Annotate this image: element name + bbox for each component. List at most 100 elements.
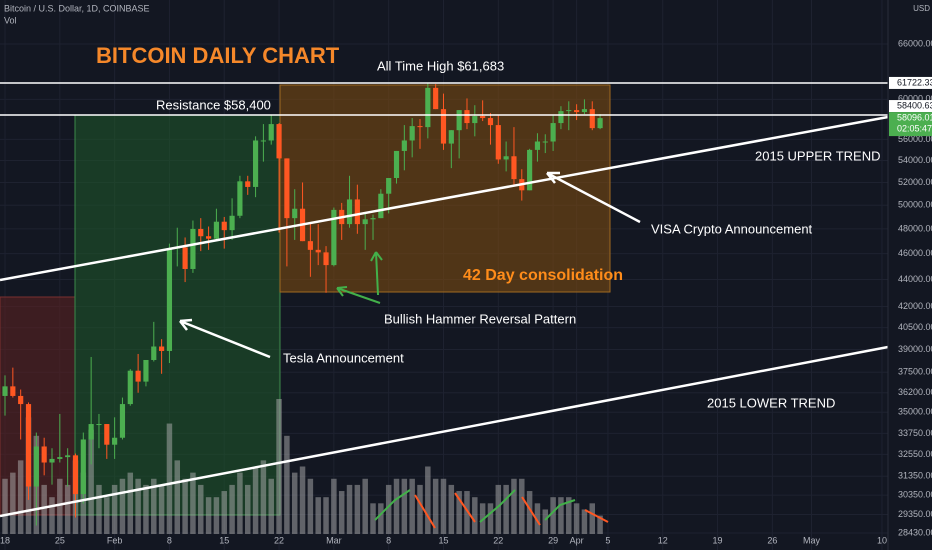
volume-bar bbox=[448, 484, 455, 534]
y-tick-label: 40500.00 bbox=[898, 322, 932, 332]
volume-bar bbox=[526, 491, 533, 534]
red-arrows bbox=[414, 492, 609, 529]
volume-arrow bbox=[584, 509, 609, 523]
volume-bar bbox=[57, 478, 63, 534]
volume-bar bbox=[534, 503, 541, 534]
x-tick-label: Feb bbox=[107, 535, 123, 545]
volume-bar bbox=[370, 503, 376, 534]
y-tick-label: 37500.00 bbox=[898, 367, 932, 377]
x-tick-label: 8 bbox=[386, 535, 391, 545]
x-tick-label: 29 bbox=[548, 535, 558, 545]
candle-body bbox=[448, 130, 454, 144]
volume-bar bbox=[401, 478, 408, 534]
candle-body bbox=[511, 156, 517, 180]
hammer-arrow bbox=[370, 251, 383, 296]
volume-bar bbox=[104, 497, 110, 534]
volume-bar bbox=[41, 484, 47, 534]
last-price-tag bbox=[889, 112, 932, 137]
x-tick-label: 25 bbox=[55, 535, 65, 545]
annotation-tesla: Tesla Announcement bbox=[283, 350, 404, 365]
volume-arrow bbox=[544, 499, 576, 521]
volume-bar bbox=[573, 503, 580, 534]
candle-body bbox=[127, 370, 133, 405]
y-tick-label: 48000.00 bbox=[898, 223, 932, 233]
countdown-label: 02:05:47 bbox=[897, 123, 932, 133]
volume-bar bbox=[205, 497, 212, 534]
volume-bar bbox=[135, 478, 141, 534]
candle-body bbox=[550, 123, 556, 142]
volume-bar bbox=[550, 497, 556, 534]
volume-bar bbox=[96, 484, 102, 534]
candle-body bbox=[362, 219, 368, 225]
candle-body bbox=[534, 141, 541, 150]
volume-bar bbox=[409, 478, 415, 534]
candle-body bbox=[574, 110, 580, 113]
annotation-consolidation: 42 Day consolidation bbox=[463, 267, 623, 284]
level-layer bbox=[0, 82, 888, 116]
volume-bar bbox=[354, 484, 361, 534]
volume-bar bbox=[237, 472, 243, 534]
candle-body bbox=[292, 208, 298, 219]
level-tag-label: 61722.33 bbox=[897, 77, 932, 87]
volume-bar bbox=[472, 497, 478, 534]
lower-trend-line bbox=[0, 345, 889, 518]
volume-bar bbox=[511, 478, 517, 534]
volume-arrow bbox=[454, 492, 476, 523]
visa-arrow bbox=[546, 171, 641, 224]
x-tick-label: 12 bbox=[658, 535, 668, 545]
annotation-resistance: Resistance $58,400 bbox=[156, 97, 271, 112]
volume-bar bbox=[49, 497, 55, 534]
volume-bar bbox=[542, 509, 549, 534]
volume-bar bbox=[88, 429, 94, 534]
volume-bar bbox=[174, 460, 181, 534]
volume-bar bbox=[566, 497, 572, 534]
candle-body bbox=[245, 181, 251, 187]
annotation-lower: 2015 LOWER TREND bbox=[707, 395, 835, 410]
volume-bar bbox=[111, 484, 118, 534]
annotation-hammer: Bullish Hammer Reversal Pattern bbox=[384, 311, 576, 326]
volume-bar bbox=[323, 497, 329, 534]
price-axis bbox=[888, 0, 932, 550]
x-tick-label: 8 bbox=[167, 535, 172, 545]
candle-body bbox=[558, 111, 564, 124]
volume-bar bbox=[213, 497, 220, 534]
volume-bar bbox=[519, 478, 525, 534]
tesla-arrow bbox=[179, 318, 271, 359]
candle-body bbox=[370, 218, 376, 220]
candle-body bbox=[237, 181, 243, 216]
candle-body bbox=[104, 424, 110, 445]
volume-bar bbox=[378, 503, 384, 534]
y-tick-label: 66000.00 bbox=[898, 38, 932, 48]
volume-arrow bbox=[414, 494, 436, 529]
green-arrows bbox=[336, 251, 576, 523]
volume-bar bbox=[119, 478, 126, 534]
y-tick-label: 50000.00 bbox=[898, 200, 932, 210]
candle-body bbox=[25, 404, 32, 487]
volume-bar bbox=[495, 484, 502, 534]
volume-arrow bbox=[479, 489, 516, 523]
volume-bar bbox=[198, 484, 204, 534]
candle-body bbox=[401, 140, 407, 151]
volume-bar bbox=[597, 515, 603, 534]
symbol: Bitcoin / U.S. Dollar, 1D, COINBASE bbox=[4, 3, 150, 13]
candle-body bbox=[487, 118, 494, 126]
candle-body bbox=[433, 87, 439, 110]
candle-body bbox=[354, 199, 360, 225]
upper-trend-line bbox=[0, 115, 889, 282]
candle-body bbox=[206, 236, 212, 239]
level-tag bbox=[889, 76, 932, 89]
y-tick-label: 42000.00 bbox=[898, 301, 932, 311]
volume-bar bbox=[346, 484, 353, 534]
candle-body bbox=[346, 199, 353, 225]
last-price-label: 58096.01 bbox=[897, 112, 932, 122]
x-tick-label: 19 bbox=[713, 535, 723, 545]
volume-bar bbox=[417, 484, 423, 534]
candle-body bbox=[96, 424, 102, 426]
level-tag-label: 58400.63 bbox=[897, 100, 932, 110]
x-tick-label: 22 bbox=[493, 535, 503, 545]
white-arrows bbox=[179, 171, 641, 359]
candle-body bbox=[57, 457, 63, 459]
candle-body bbox=[417, 126, 423, 128]
candle-body bbox=[425, 87, 431, 128]
